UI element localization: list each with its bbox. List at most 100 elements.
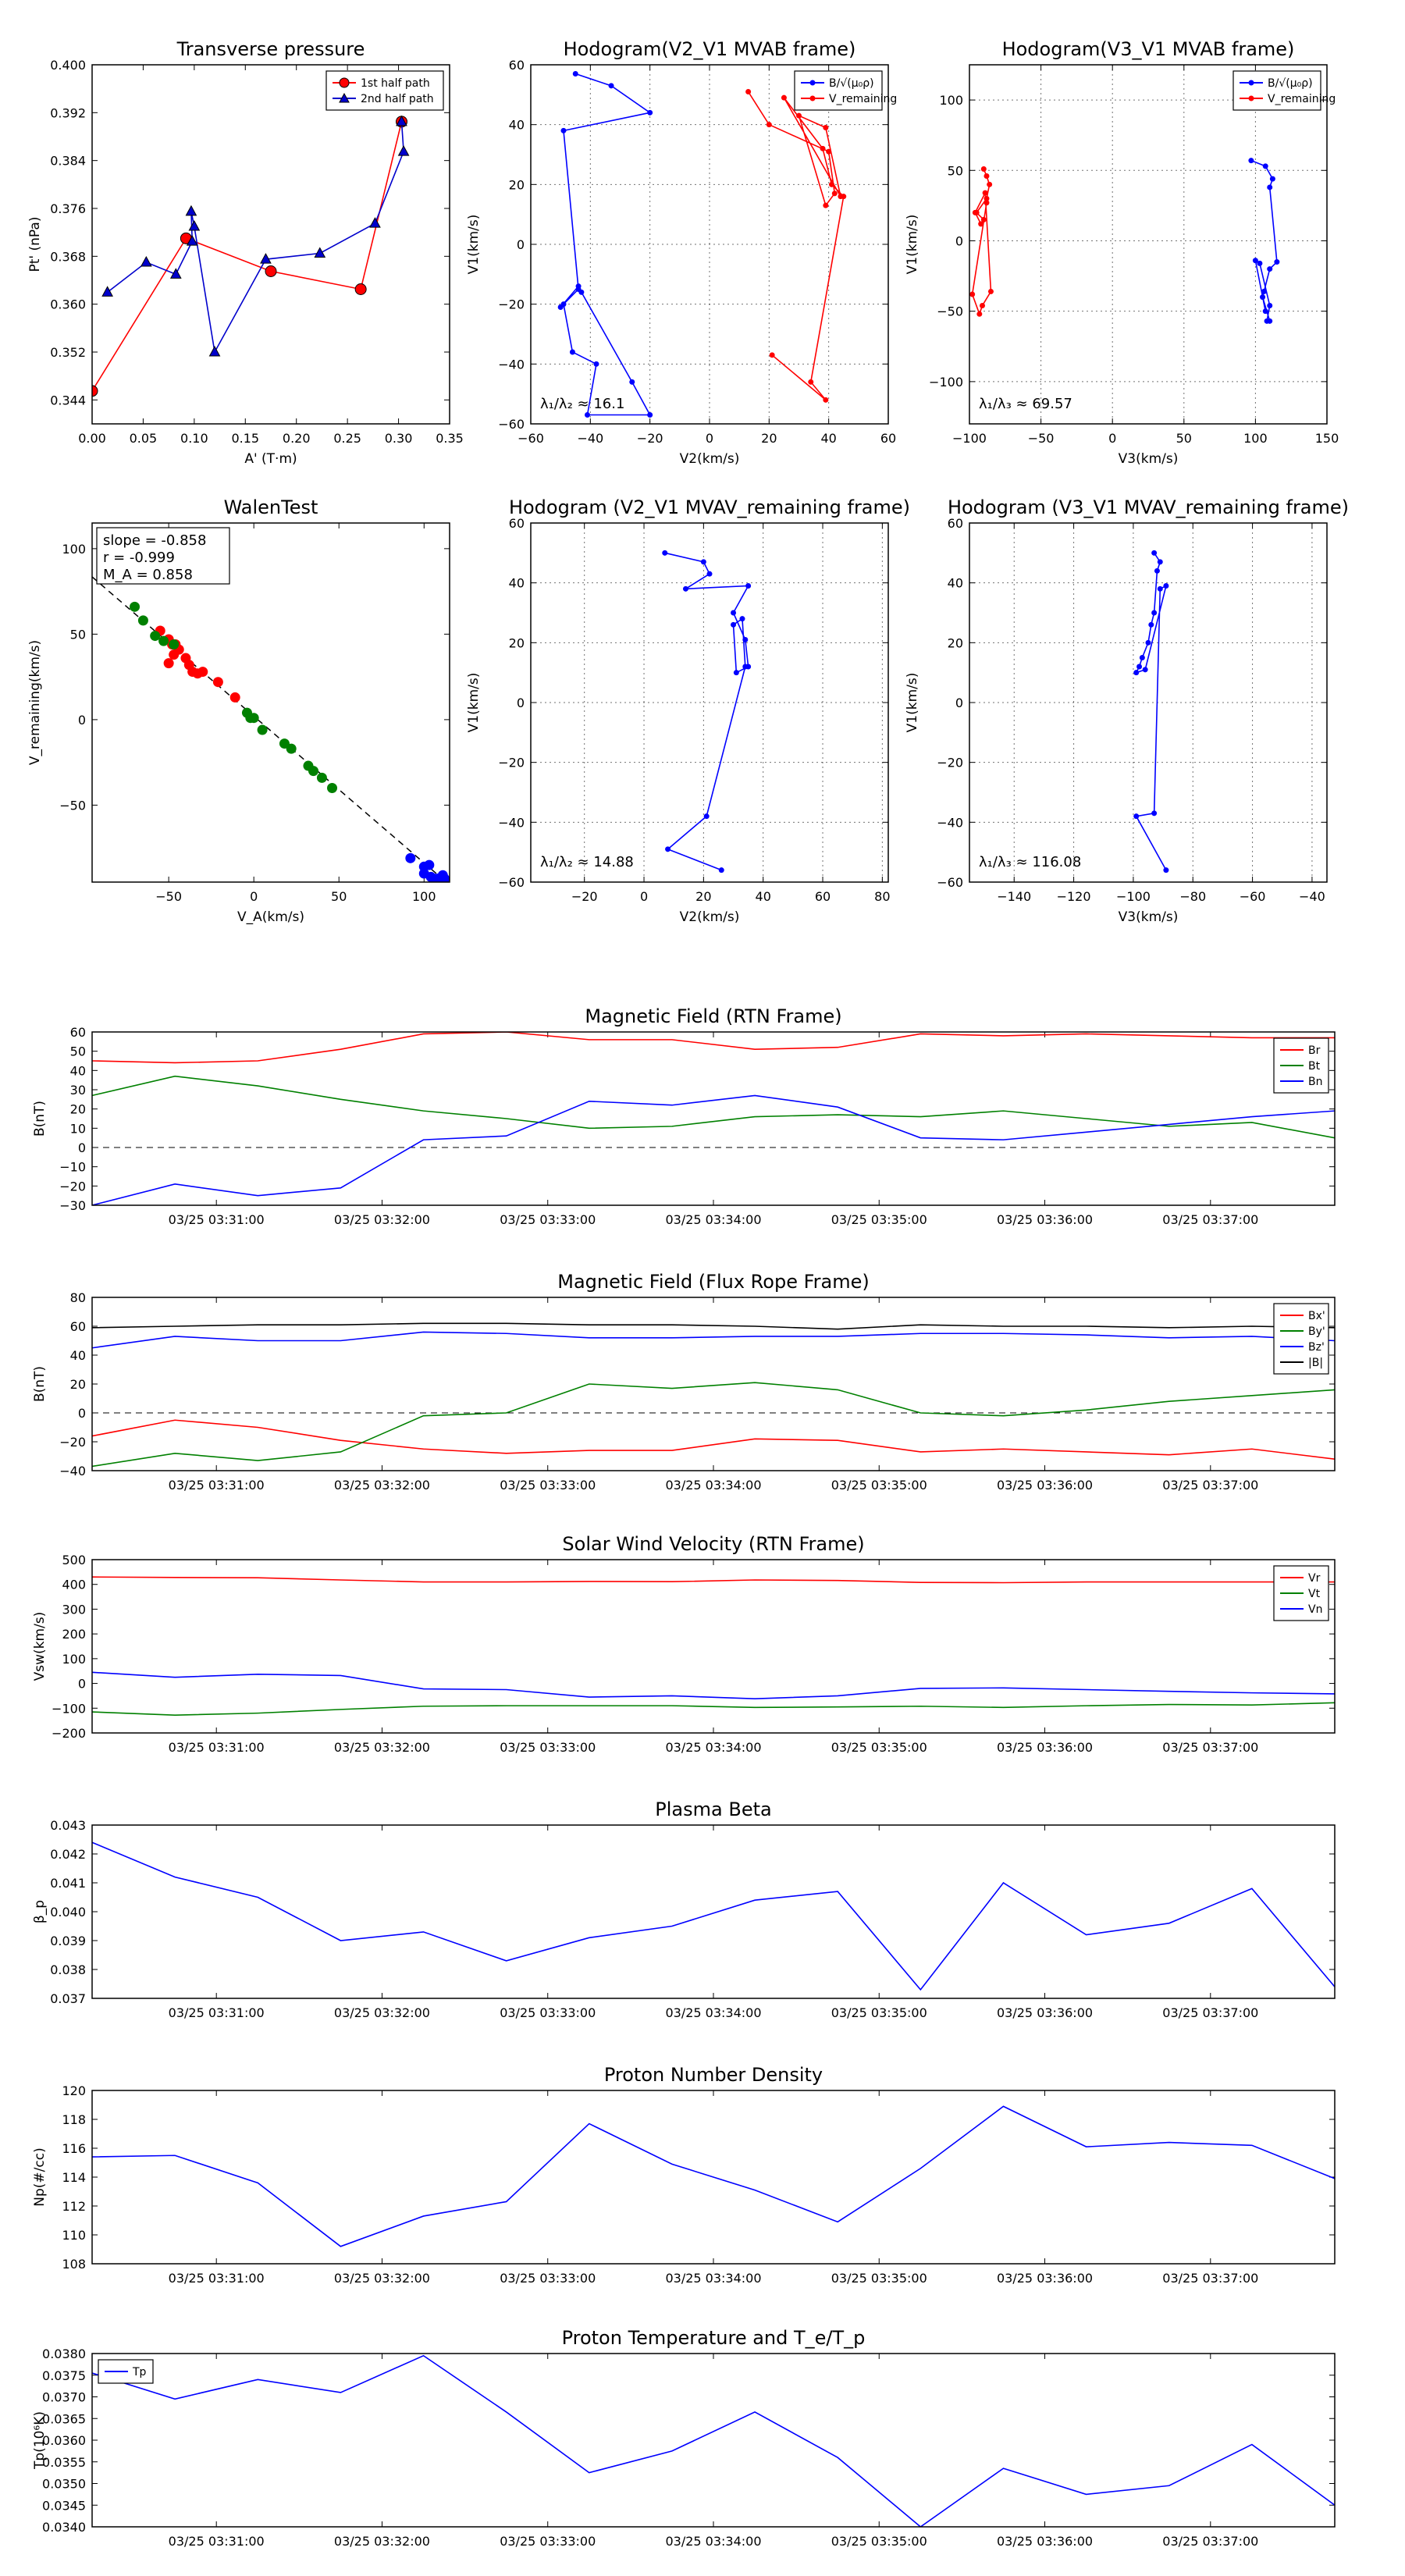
x-tick-label: 50 bbox=[1176, 431, 1192, 446]
y-tick-label: 20 bbox=[509, 177, 525, 192]
x-tick-label: 0.30 bbox=[385, 431, 413, 446]
x-tick-label: 0 bbox=[706, 431, 713, 446]
x-tick-label: 03/25 03:33:00 bbox=[500, 1212, 596, 1227]
x-tick-label: 03/25 03:32:00 bbox=[334, 2534, 430, 2549]
y-tick-label: 0.0375 bbox=[42, 2368, 86, 2383]
y-tick-label: 80 bbox=[70, 1290, 86, 1305]
y-tick-label: 0.368 bbox=[50, 249, 86, 264]
data-point bbox=[286, 743, 297, 754]
x-axis-label: V2(km/s) bbox=[680, 909, 740, 925]
data-point bbox=[424, 859, 435, 870]
y-tick-label: 0.400 bbox=[50, 58, 86, 73]
x-tick-label: −100 bbox=[1116, 889, 1151, 904]
x-tick-label: 03/25 03:35:00 bbox=[831, 1212, 927, 1227]
series-line bbox=[92, 1094, 1335, 1205]
y-tick-label: 0.384 bbox=[50, 154, 86, 169]
y-axis-label: B(nT) bbox=[32, 1366, 48, 1402]
data-point bbox=[101, 286, 113, 297]
data-point bbox=[1139, 655, 1145, 660]
y-tick-label: 120 bbox=[62, 2083, 86, 2098]
series-line bbox=[92, 2354, 1335, 2527]
data-point bbox=[396, 115, 407, 126]
x-tick-label: 03/25 03:37:00 bbox=[1162, 2005, 1258, 2020]
y-tick-label: 0.344 bbox=[50, 393, 86, 407]
y-tick-label: 60 bbox=[70, 1025, 86, 1040]
y-tick-label: 110 bbox=[62, 2228, 86, 2243]
y-tick-label: 0 bbox=[517, 696, 525, 710]
legend: Bx' By' Bz' |B| bbox=[1273, 1303, 1329, 1375]
data-point bbox=[1257, 260, 1263, 266]
series-line bbox=[92, 1032, 1335, 1064]
x-tick-label: 03/25 03:37:00 bbox=[1162, 1212, 1258, 1227]
data-point bbox=[314, 247, 326, 258]
x-tick-label: 03/25 03:35:00 bbox=[831, 1478, 927, 1493]
x-tick-label: −40 bbox=[1299, 889, 1325, 904]
plot-frame bbox=[91, 522, 450, 883]
y-tick-label: −100 bbox=[52, 1701, 86, 1716]
legend-marker bbox=[339, 92, 350, 103]
chart-proton-temperature: Proton Temperature and T_e/T_p 03/25 03:3… bbox=[32, 2327, 1336, 2549]
data-point bbox=[823, 202, 829, 208]
data-point bbox=[745, 583, 752, 589]
y-tick-label: −60 bbox=[937, 875, 963, 890]
y-axis-label: β_p bbox=[32, 1900, 48, 1923]
data-point bbox=[163, 658, 174, 669]
data-point bbox=[980, 216, 987, 222]
series-line bbox=[560, 73, 652, 416]
y-tick-label: 0 bbox=[78, 1677, 86, 1692]
data-point bbox=[1262, 308, 1268, 315]
ratio-annotation: λ₁/λ₂ ≈ 14.88 bbox=[540, 854, 634, 870]
data-point bbox=[575, 283, 582, 290]
data-point bbox=[629, 379, 635, 385]
data-point bbox=[841, 194, 847, 200]
chart-title: Hodogram(V3_V1 MVAB frame) bbox=[1002, 38, 1295, 60]
data-point bbox=[1157, 559, 1163, 565]
legend-label: 1st half path bbox=[361, 77, 430, 90]
legend-label: B/√(μ₀ρ) bbox=[829, 77, 874, 90]
y-tick-label: −60 bbox=[498, 875, 525, 890]
series-line bbox=[92, 1671, 1335, 1700]
x-tick-label: 03/25 03:37:00 bbox=[1162, 1478, 1258, 1493]
y-tick-label: 60 bbox=[509, 516, 525, 531]
chart-walen-test: WalenTest −50 0 50 100 −50 0 50 100 V_A(km/s) V_re… bbox=[27, 496, 450, 925]
legend-box bbox=[325, 70, 444, 111]
data-point bbox=[354, 283, 367, 295]
data-point bbox=[1151, 610, 1158, 616]
legend-label: Bt bbox=[1308, 1060, 1321, 1073]
y-tick-label: 60 bbox=[70, 1319, 86, 1334]
y-tick-label: −40 bbox=[937, 815, 963, 830]
x-tick-label: 03/25 03:31:00 bbox=[169, 1212, 265, 1227]
x-tick-label: 03/25 03:34:00 bbox=[665, 1478, 761, 1493]
series-line bbox=[92, 1841, 1335, 1991]
legend: Vr Vt Vn bbox=[1273, 1565, 1329, 1621]
legend-label: V_remaining bbox=[829, 93, 897, 105]
legend: B/√(μ₀ρ) V_remaining bbox=[794, 70, 897, 111]
data-point bbox=[569, 349, 575, 355]
data-point bbox=[169, 649, 180, 660]
data-point bbox=[1136, 664, 1143, 670]
data-point bbox=[1133, 670, 1140, 676]
x-tick-label: 03/25 03:36:00 bbox=[997, 1740, 1093, 1755]
x-tick-label: 03/25 03:36:00 bbox=[997, 2534, 1093, 2549]
data-point bbox=[703, 813, 710, 820]
data-point bbox=[257, 724, 268, 735]
chart-hodogram-v3v1-mvab: Hodogram(V3_V1 MVAB frame) −100 −50 0 50 100 1… bbox=[905, 38, 1339, 467]
x-tick-label: 0.15 bbox=[231, 431, 259, 446]
y-tick-label: 200 bbox=[62, 1627, 86, 1642]
y-tick-label: −20 bbox=[498, 297, 525, 312]
data-point bbox=[169, 639, 180, 650]
data-point bbox=[796, 112, 802, 119]
y-tick-label: 0.0380 bbox=[42, 2347, 86, 2361]
data-point bbox=[647, 109, 653, 116]
data-point bbox=[1163, 867, 1169, 873]
x-tick-label: 03/25 03:36:00 bbox=[997, 1212, 1093, 1227]
x-tick-label: 03/25 03:31:00 bbox=[169, 2271, 265, 2286]
data-point bbox=[208, 345, 221, 357]
legend-marker bbox=[339, 77, 350, 88]
data-point bbox=[585, 412, 591, 418]
data-point bbox=[1145, 639, 1151, 646]
data-point bbox=[700, 559, 706, 565]
y-tick-label: 50 bbox=[70, 627, 86, 642]
y-tick-label: 20 bbox=[70, 1377, 86, 1392]
